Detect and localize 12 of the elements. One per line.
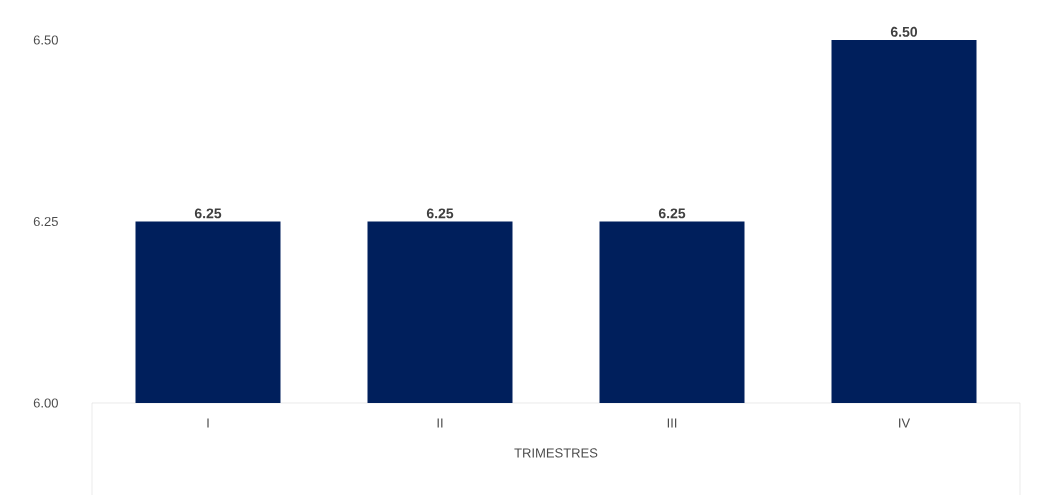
data-label: 6.50	[890, 26, 918, 37]
x-tick-label: II	[437, 418, 443, 428]
y-tick-label: 6.25	[33, 216, 58, 227]
y-tick-label: 6.00	[33, 398, 58, 408]
x-tick-label: I	[207, 418, 209, 428]
data-label: 6.25	[658, 208, 686, 219]
x-tick-label: IV	[899, 418, 911, 428]
x-axis-title: TRIMESTRES	[514, 448, 598, 458]
data-label: 6.25	[194, 208, 222, 219]
data-label: 6.25	[426, 208, 454, 219]
y-tick-label: 6.50	[33, 35, 58, 45]
x-tick-label: III	[667, 418, 677, 428]
